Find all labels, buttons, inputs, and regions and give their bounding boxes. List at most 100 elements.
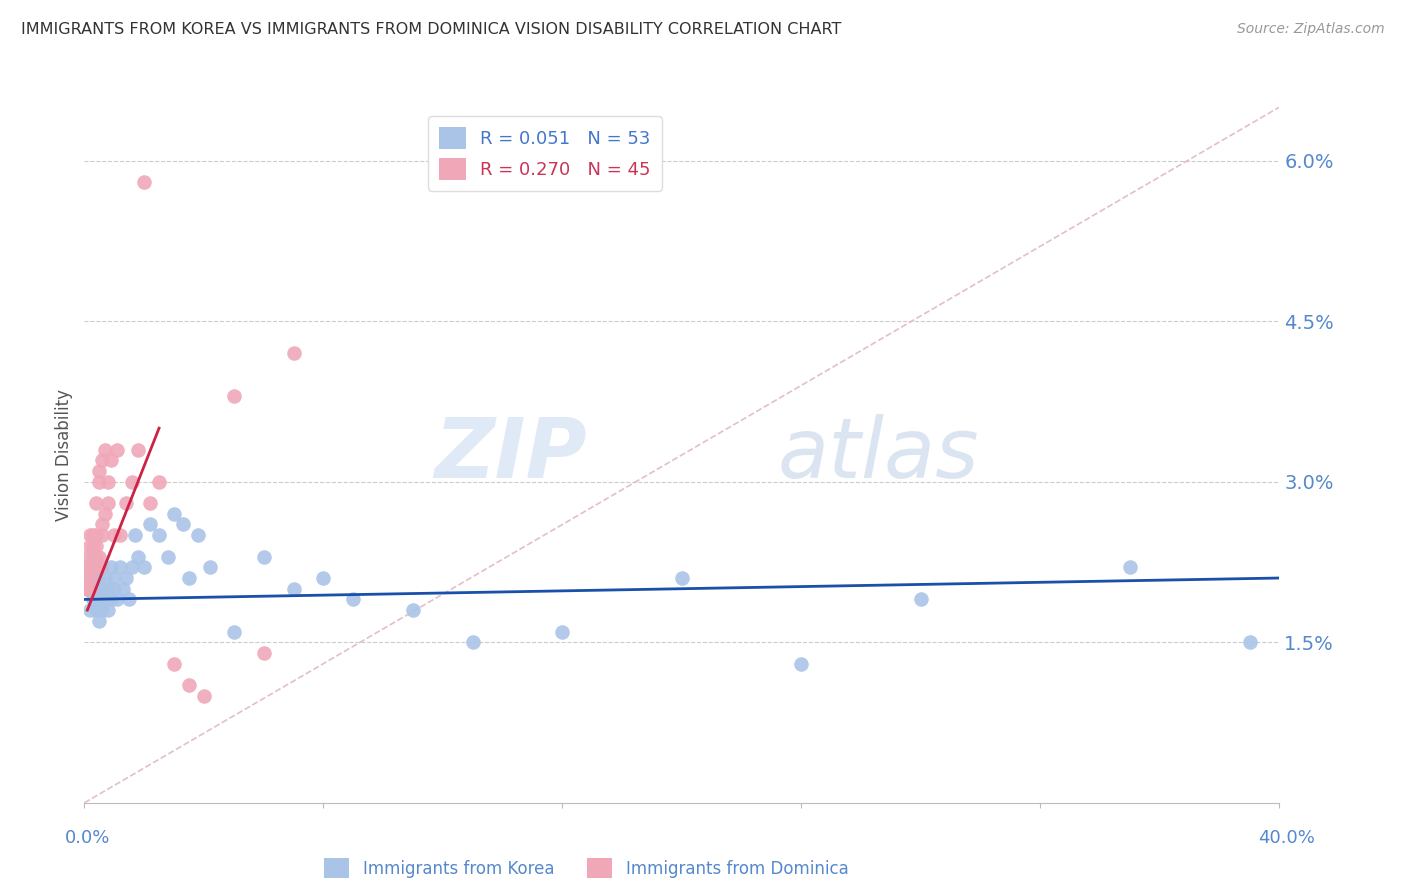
- Point: [312, 571, 335, 585]
- Point: [76, 560, 98, 574]
- Point: [97, 496, 120, 510]
- Point: [79, 571, 101, 585]
- Point: [79, 560, 101, 574]
- Point: [253, 646, 276, 660]
- Point: [86, 496, 108, 510]
- Point: [79, 603, 101, 617]
- Point: [82, 549, 104, 564]
- Point: [76, 582, 98, 596]
- Point: [103, 571, 125, 585]
- Point: [198, 560, 221, 574]
- Point: [91, 517, 114, 532]
- Point: [89, 475, 111, 489]
- Legend: Immigrants from Korea, Immigrants from Dominica: Immigrants from Korea, Immigrants from D…: [318, 851, 855, 885]
- Point: [193, 689, 215, 703]
- Point: [402, 603, 425, 617]
- Point: [283, 346, 305, 360]
- Point: [89, 549, 111, 564]
- Point: [76, 582, 98, 596]
- Point: [79, 582, 101, 596]
- Point: [86, 582, 108, 596]
- Point: [89, 464, 111, 478]
- Point: [105, 592, 128, 607]
- Point: [94, 442, 117, 457]
- Point: [177, 571, 200, 585]
- Point: [91, 560, 114, 574]
- Point: [86, 528, 108, 542]
- Point: [139, 496, 162, 510]
- Point: [97, 475, 120, 489]
- Point: [461, 635, 484, 649]
- Point: [139, 517, 162, 532]
- Point: [100, 453, 122, 467]
- Point: [222, 389, 245, 403]
- Point: [790, 657, 813, 671]
- Point: [76, 549, 98, 564]
- Point: [89, 571, 111, 585]
- Point: [82, 539, 104, 553]
- Point: [253, 549, 276, 564]
- Point: [82, 571, 104, 585]
- Point: [118, 592, 141, 607]
- Point: [163, 657, 186, 671]
- Point: [187, 528, 209, 542]
- Point: [148, 528, 170, 542]
- Point: [132, 560, 156, 574]
- Point: [671, 571, 693, 585]
- Point: [86, 603, 108, 617]
- Text: 0.0%: 0.0%: [65, 829, 110, 847]
- Point: [103, 582, 125, 596]
- Point: [124, 528, 146, 542]
- Point: [1119, 560, 1142, 574]
- Point: [91, 528, 114, 542]
- Point: [76, 571, 98, 585]
- Point: [89, 560, 111, 574]
- Point: [94, 507, 117, 521]
- Point: [100, 592, 122, 607]
- Point: [100, 560, 122, 574]
- Point: [110, 528, 132, 542]
- Point: [82, 528, 104, 542]
- Point: [94, 592, 117, 607]
- Point: [79, 560, 101, 574]
- Point: [551, 624, 574, 639]
- Text: 40.0%: 40.0%: [1258, 829, 1315, 847]
- Point: [91, 582, 114, 596]
- Point: [86, 560, 108, 574]
- Point: [97, 582, 120, 596]
- Point: [97, 603, 120, 617]
- Point: [79, 539, 101, 553]
- Point: [110, 560, 132, 574]
- Point: [910, 592, 932, 607]
- Point: [115, 496, 138, 510]
- Point: [177, 678, 200, 692]
- Point: [283, 582, 305, 596]
- Point: [222, 624, 245, 639]
- Point: [127, 442, 149, 457]
- Point: [89, 592, 111, 607]
- Point: [86, 539, 108, 553]
- Y-axis label: Vision Disability: Vision Disability: [55, 389, 73, 521]
- Point: [86, 560, 108, 574]
- Point: [79, 528, 101, 542]
- Point: [105, 442, 128, 457]
- Point: [172, 517, 194, 532]
- Point: [94, 571, 117, 585]
- Point: [82, 592, 104, 607]
- Point: [157, 549, 180, 564]
- Text: atlas: atlas: [778, 415, 979, 495]
- Point: [82, 560, 104, 574]
- Point: [121, 475, 143, 489]
- Text: ZIP: ZIP: [433, 415, 586, 495]
- Point: [82, 560, 104, 574]
- Point: [1239, 635, 1261, 649]
- Point: [163, 507, 186, 521]
- Point: [121, 560, 143, 574]
- Point: [91, 603, 114, 617]
- Point: [132, 175, 156, 189]
- Point: [89, 614, 111, 628]
- Point: [115, 571, 138, 585]
- Point: [91, 453, 114, 467]
- Point: [342, 592, 364, 607]
- Text: IMMIGRANTS FROM KOREA VS IMMIGRANTS FROM DOMINICA VISION DISABILITY CORRELATION : IMMIGRANTS FROM KOREA VS IMMIGRANTS FROM…: [21, 22, 841, 37]
